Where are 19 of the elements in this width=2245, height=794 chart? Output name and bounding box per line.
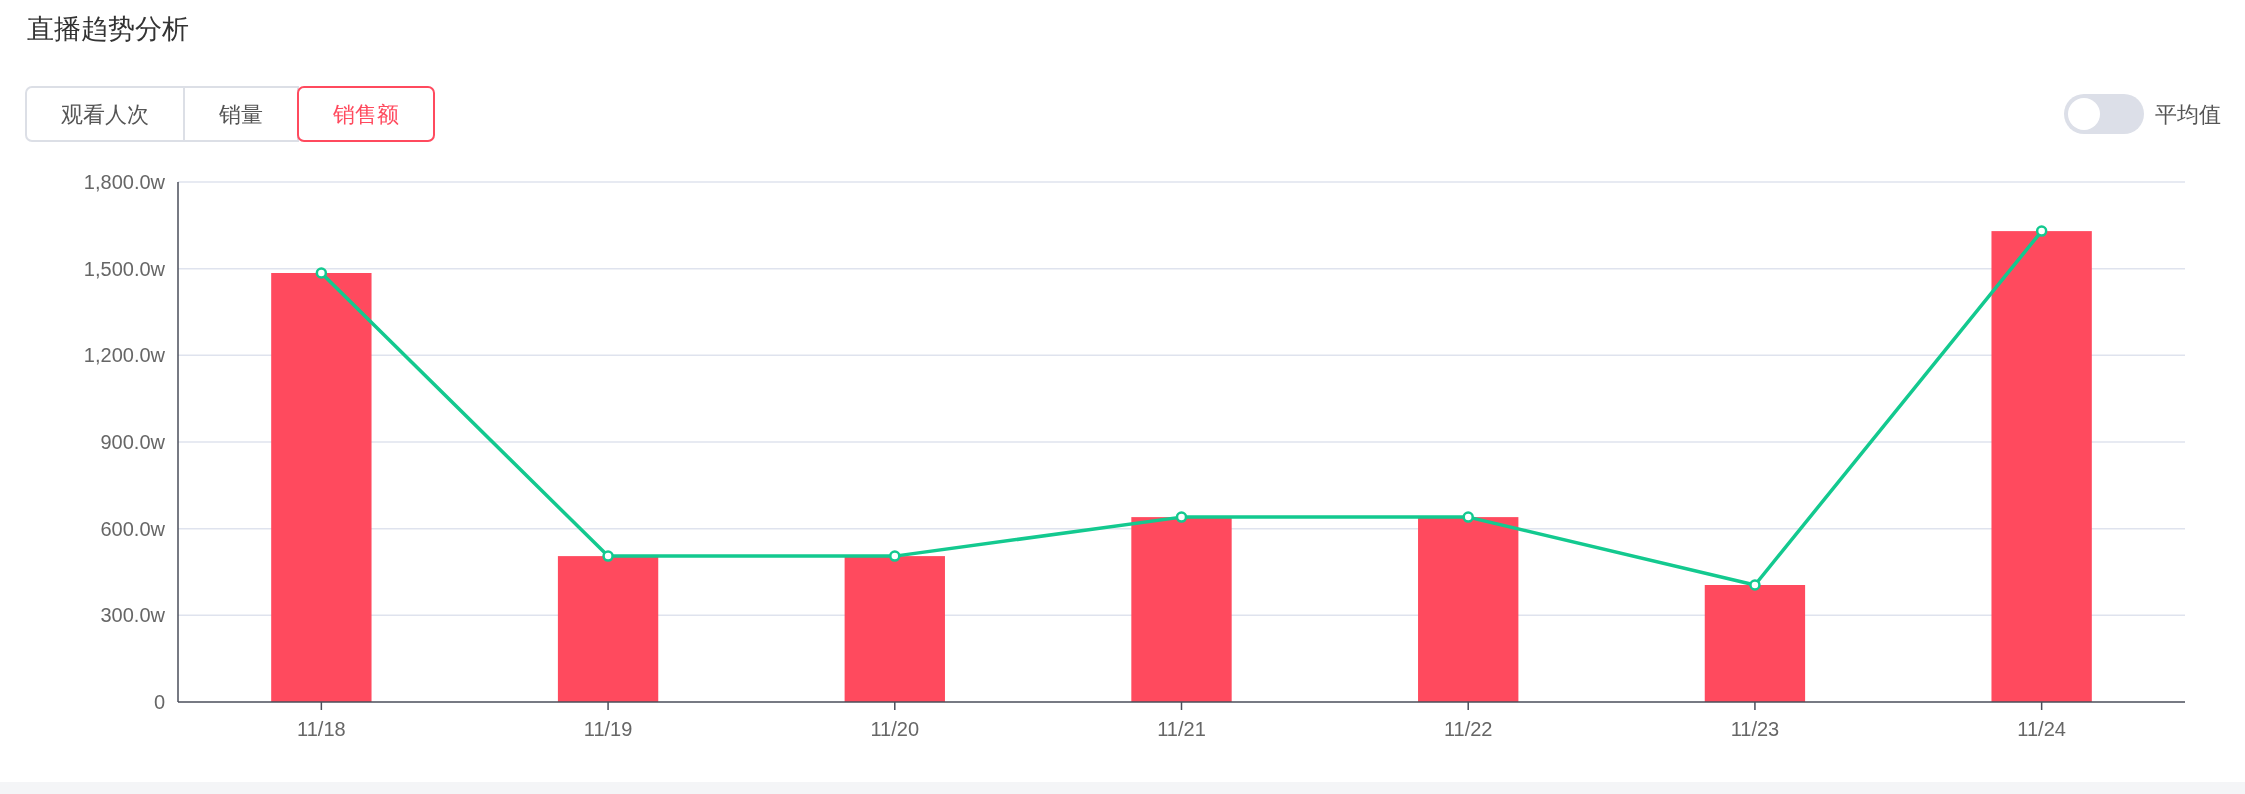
y-tick-label: 900.0w <box>100 431 165 453</box>
toggle-label: 平均值 <box>2155 101 2221 127</box>
x-tick-label: 11/18 <box>297 718 346 740</box>
y-tick-label: 1,500.0w <box>83 257 165 280</box>
x-tick-label: 11/23 <box>1730 718 1780 740</box>
y-tick-label: 300.0w <box>100 604 165 627</box>
x-tick-label: 11/20 <box>870 718 920 740</box>
tab-label: 观看人次 <box>61 101 149 127</box>
y-tick-label: 1,800.0w <box>83 171 165 193</box>
x-tick-label: 11/19 <box>583 718 633 740</box>
y-tick-label: 0 <box>153 691 165 713</box>
tab-label: 销售额 <box>333 101 399 127</box>
tab-label: 销量 <box>219 101 263 127</box>
x-tick-label: 11/24 <box>2017 718 2066 740</box>
title: 直播趋势分析 <box>27 14 189 44</box>
y-tick-label: 600.0w <box>100 517 165 540</box>
x-tick-label: 11/21 <box>1157 718 1206 740</box>
y-tick-label: 1,200.0w <box>83 344 165 367</box>
x-tick-label: 11/22 <box>1443 718 1493 740</box>
